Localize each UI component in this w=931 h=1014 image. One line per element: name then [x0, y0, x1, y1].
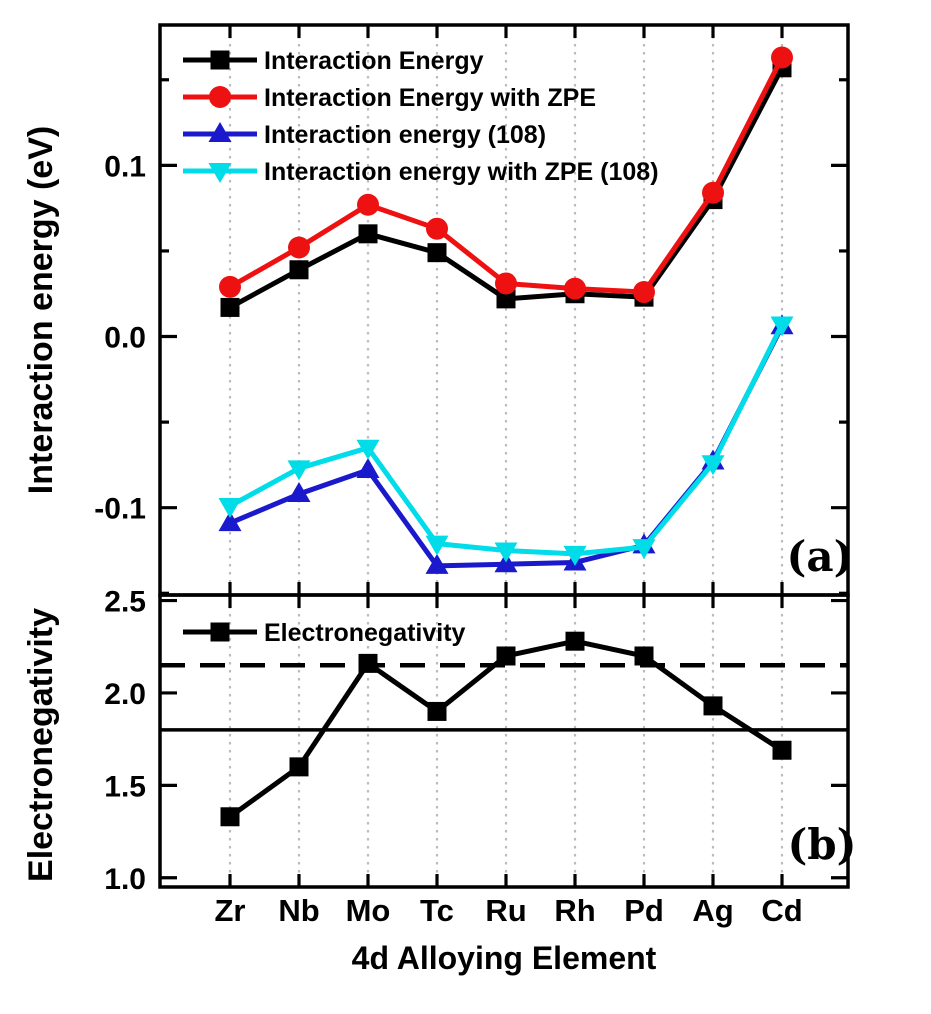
data-point-nb-square [289, 260, 309, 280]
x-axis-title: 4d Alloying Element [352, 940, 657, 976]
x-tick-label-nb: Nb [278, 893, 319, 928]
data-point-nb-triangle-down [287, 460, 311, 481]
data-point-mo-triangle-down [356, 439, 380, 460]
data-point-ru-square [496, 289, 516, 309]
data-point-ru-square [496, 646, 516, 666]
legend-label: Interaction energy with ZPE (108) [264, 158, 659, 186]
data-point-zr-square [220, 807, 240, 827]
data-point-mo-circle [357, 193, 379, 216]
data-point-ag-triangle-down [701, 455, 725, 476]
x-tick-label-rh: Rh [554, 893, 595, 928]
y-tick-label: 1.5 [104, 770, 146, 803]
panel-b-frame [158, 593, 850, 889]
legend-marker-triangle-up [208, 122, 232, 142]
data-point-pd-square [634, 646, 654, 666]
legend-marker-square [210, 622, 230, 642]
data-point-mo-square [358, 653, 378, 673]
data-point-zr-triangle-up [218, 511, 242, 532]
data-point-zr-circle [219, 275, 241, 298]
data-point-pd-triangle-down [632, 539, 656, 560]
x-tick-label-cd: Cd [761, 893, 802, 928]
data-point-cd-circle [771, 46, 793, 69]
x-tick-label-ru: Ru [485, 893, 526, 928]
y-tick-label: -0.1 [94, 493, 146, 526]
data-point-cd-triangle-down [770, 316, 794, 337]
data-point-tc-square [427, 701, 447, 721]
y-axis-title-b: Electronegativity [22, 608, 60, 882]
data-point-rh-circle [564, 277, 586, 300]
data-point-ag-circle [702, 181, 724, 204]
data-point-ru-triangle-down [494, 542, 518, 563]
data-point-pd-circle [633, 281, 655, 304]
legend-label: Electronegativity [264, 619, 466, 647]
y-tick-label: 2.5 [104, 586, 146, 619]
data-point-zr-square [220, 297, 240, 317]
data-point-rh-square [565, 631, 585, 651]
data-point-ru-circle [495, 272, 517, 295]
x-tick-label-tc: Tc [420, 893, 454, 928]
data-point-tc-circle [426, 217, 448, 240]
data-point-nb-circle [288, 236, 310, 259]
data-point-ag-square [703, 696, 723, 716]
legend-marker-square [210, 50, 230, 70]
panel-label-b: (b) [787, 820, 856, 869]
x-tick-label-pd: Pd [624, 893, 664, 928]
y-tick-label: 0.0 [104, 322, 146, 355]
data-point-zr-triangle-down [218, 497, 242, 518]
data-point-nb-square [289, 757, 309, 777]
data-point-tc-triangle-up [425, 553, 449, 574]
y-axis-title-a: Interaction energy (eV) [22, 126, 60, 494]
y-tick-label: 0.1 [104, 150, 146, 183]
y-tick-label: 2.0 [104, 678, 146, 711]
data-point-tc-triangle-down [425, 535, 449, 556]
x-tick-label-ag: Ag [692, 893, 733, 928]
x-tick-label-zr: Zr [215, 893, 246, 928]
data-point-mo-square [358, 224, 378, 244]
legend-label: Interaction Energy with ZPE [264, 84, 596, 112]
panel-label-a: (a) [787, 532, 854, 581]
y-tick-label: 1.0 [104, 863, 146, 896]
legend-marker-triangle-down [208, 163, 232, 183]
data-point-tc-square [427, 243, 447, 263]
legend-label: Interaction Energy [264, 47, 484, 75]
legend-label: Interaction energy (108) [264, 121, 546, 149]
x-tick-label-mo: Mo [346, 893, 391, 928]
data-point-nb-triangle-up [287, 482, 311, 503]
data-point-mo-triangle-up [356, 458, 380, 479]
data-point-rh-triangle-down [563, 545, 587, 566]
data-point-cd-square [772, 740, 792, 760]
legend-marker-circle [209, 86, 231, 108]
